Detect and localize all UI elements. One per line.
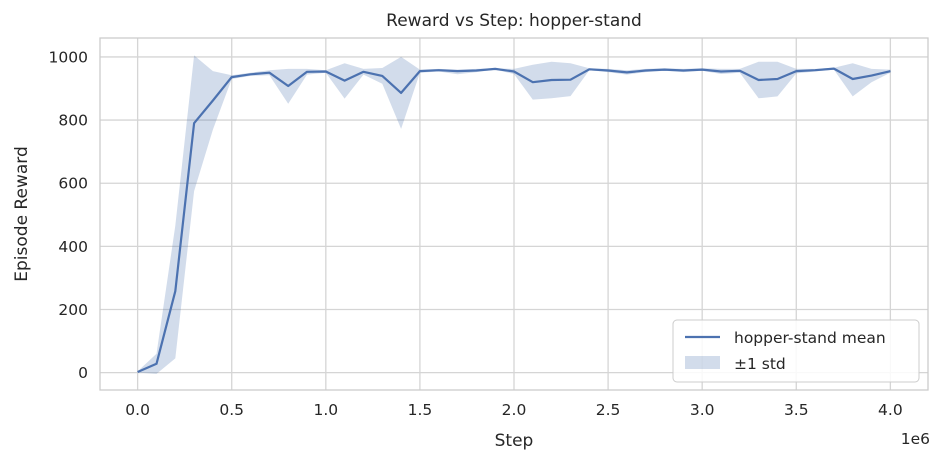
plot-frame bbox=[99, 37, 929, 391]
chart-title: Reward vs Step: hopper-stand bbox=[386, 11, 642, 31]
x-tick-labels: 0.0 0.5 1.0 1.5 2.0 2.5 3.0 3.5 4.0 bbox=[125, 401, 902, 419]
x-tick-label: 0.0 bbox=[125, 401, 150, 419]
x-tick-label: 1.5 bbox=[408, 401, 433, 419]
x-tick-label: 3.5 bbox=[784, 401, 809, 419]
std-band bbox=[137, 55, 891, 374]
y-tick-label: 0 bbox=[78, 364, 88, 382]
x-tick-label: 2.0 bbox=[502, 401, 527, 419]
legend-band-swatch bbox=[685, 356, 720, 369]
y-tick-label: 400 bbox=[58, 238, 88, 256]
legend-label-mean: hopper-stand mean bbox=[734, 329, 886, 347]
x-tick-label: 1.0 bbox=[313, 401, 338, 419]
x-axis-label: Step bbox=[495, 431, 534, 451]
legend: hopper-stand mean ±1 std bbox=[672, 319, 920, 383]
x-tick-label: 0.5 bbox=[219, 401, 244, 419]
legend-box bbox=[672, 319, 920, 383]
mean-line bbox=[137, 67, 891, 374]
x-tick-label: 2.5 bbox=[596, 401, 621, 419]
x-offset-label: 1e6 bbox=[901, 430, 930, 448]
y-tick-label: 800 bbox=[58, 112, 88, 130]
x-tick-label: 3.0 bbox=[690, 401, 715, 419]
y-tick-label: 1000 bbox=[49, 48, 88, 66]
y-tick-label: 200 bbox=[58, 301, 88, 319]
x-tick-label: 4.0 bbox=[878, 401, 903, 419]
y-tick-label: 600 bbox=[58, 175, 88, 193]
y-tick-labels: 0 200 400 600 800 1000 bbox=[49, 48, 88, 382]
y-axis-label: Episode Reward bbox=[12, 146, 32, 281]
legend-label-std: ±1 std bbox=[734, 355, 786, 373]
